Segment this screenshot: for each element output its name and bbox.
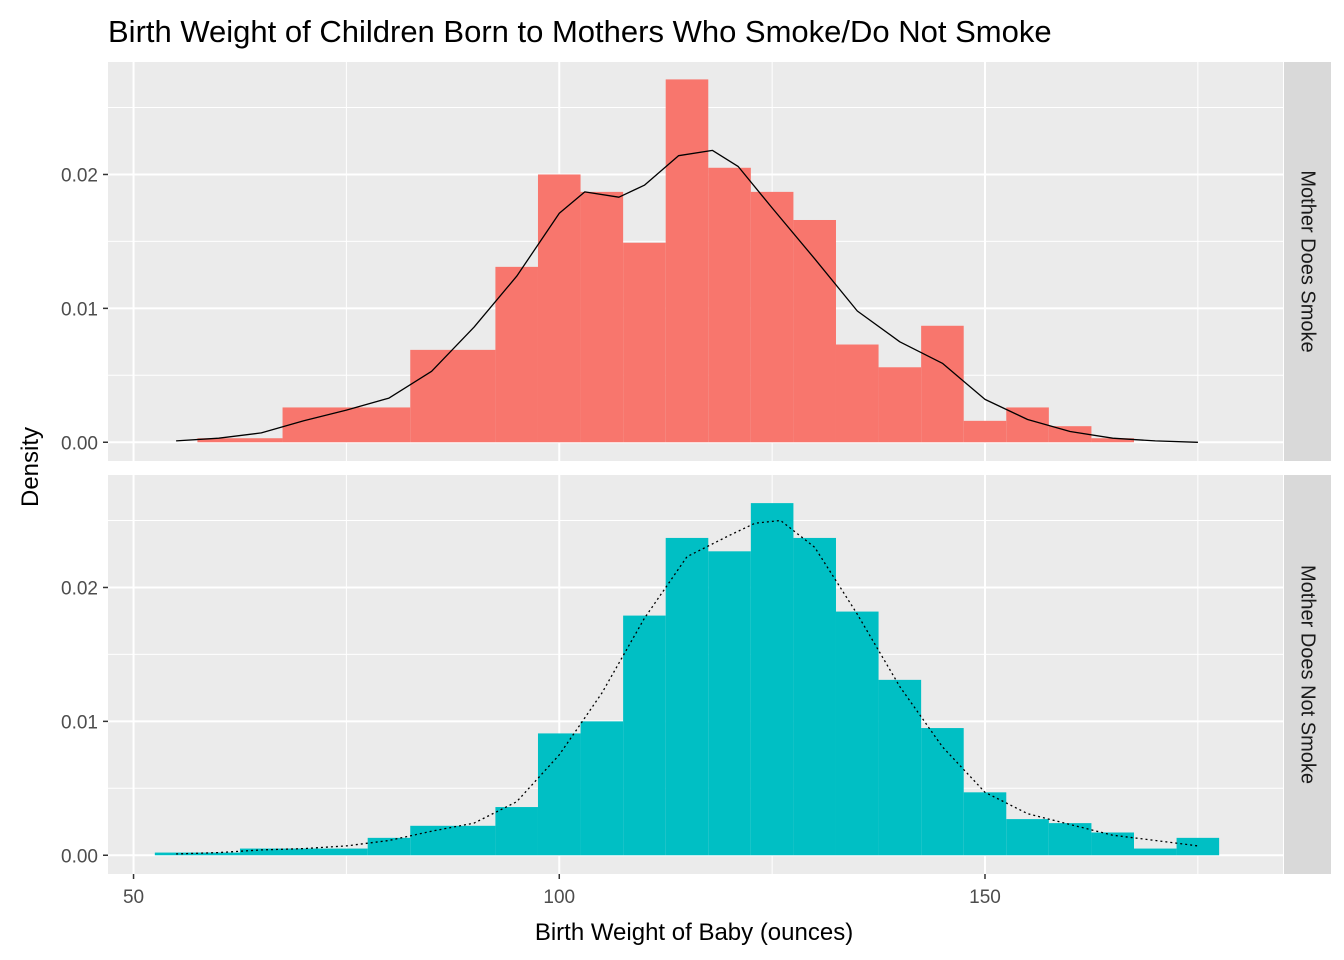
histogram-bar [835,611,879,856]
histogram-bar [878,679,922,856]
panel-1: 0.00 0.01 0.02 Mother Does Smoke [61,62,1331,461]
histogram-bar [537,733,581,856]
y-tick-label: 0.02 [61,578,98,599]
histogram-bar [708,551,751,856]
histogram-bar [239,848,368,856]
histogram-bar [921,325,964,443]
density-curve [176,519,1198,855]
histogram-bar [410,349,496,443]
x-tick-label: 100 [543,887,575,908]
y-tick-label: 0.02 [61,165,98,186]
density-curve [176,149,1198,443]
histogram-bar [708,167,751,443]
histogram-bar [921,728,964,856]
histogram-bar [580,721,624,856]
plot-panels: 0.000.010.02 Mother Does Smoke0.000.010.0… [61,62,1331,874]
x-axis: 50 100 150 [123,874,1001,908]
histogram-bar [750,191,794,443]
histogram-bar [835,344,879,443]
histogram-bar [367,837,411,856]
histogram-bar [410,825,496,856]
x-tick-label: 150 [969,887,1001,908]
y-axis-label: Density [17,427,44,507]
histogram-bar [1091,438,1134,443]
facet-strip-background [1284,62,1331,461]
histogram-bar [793,219,836,443]
x-axis-label: Birth Weight of Baby (ounces) [535,919,853,946]
histogram-bar [665,79,709,443]
histogram-bar [197,438,283,443]
histogram-bar [963,792,1007,856]
facet-strip: Mother Does Not Smoke [1284,475,1331,874]
y-tick-label: 0.00 [61,846,98,867]
histogram-bar [1176,837,1220,856]
histogram-bar [1006,819,1049,856]
histogram-bar [580,191,624,443]
histogram-bar [537,174,581,443]
histogram-bar [282,407,411,443]
facet-strip-label: Mother Does Not Smoke [1297,565,1319,784]
facet-strip-label: Mother Does Smoke [1297,170,1319,352]
histogram-bar [1048,426,1092,443]
histogram-bar [750,503,794,856]
histogram-bar [878,367,922,443]
y-tick-label: 0.01 [61,712,98,733]
histogram-bar [154,852,240,856]
x-tick-label: 50 [123,887,144,908]
histogram-bar [495,807,538,856]
histogram-bar [1048,823,1092,856]
histogram-bar [665,537,709,856]
y-tick-label: 0.01 [61,299,98,320]
histogram-bar [495,266,538,443]
facet-strip-background [1284,475,1331,874]
histogram-bar [623,615,666,856]
histogram-bar [1091,832,1134,856]
histogram-bar [1133,848,1177,856]
histogram-bar [793,537,836,856]
y-tick-label: 0.00 [61,433,98,454]
histogram-bar [623,242,666,443]
histogram-bar [963,420,1007,443]
panel-2: 0.00 0.01 0.02 Mother Does Not Smoke [61,475,1331,874]
chart-title: Birth Weight of Children Born to Mothers… [108,14,1052,49]
facet-strip: Mother Does Smoke [1284,62,1331,461]
